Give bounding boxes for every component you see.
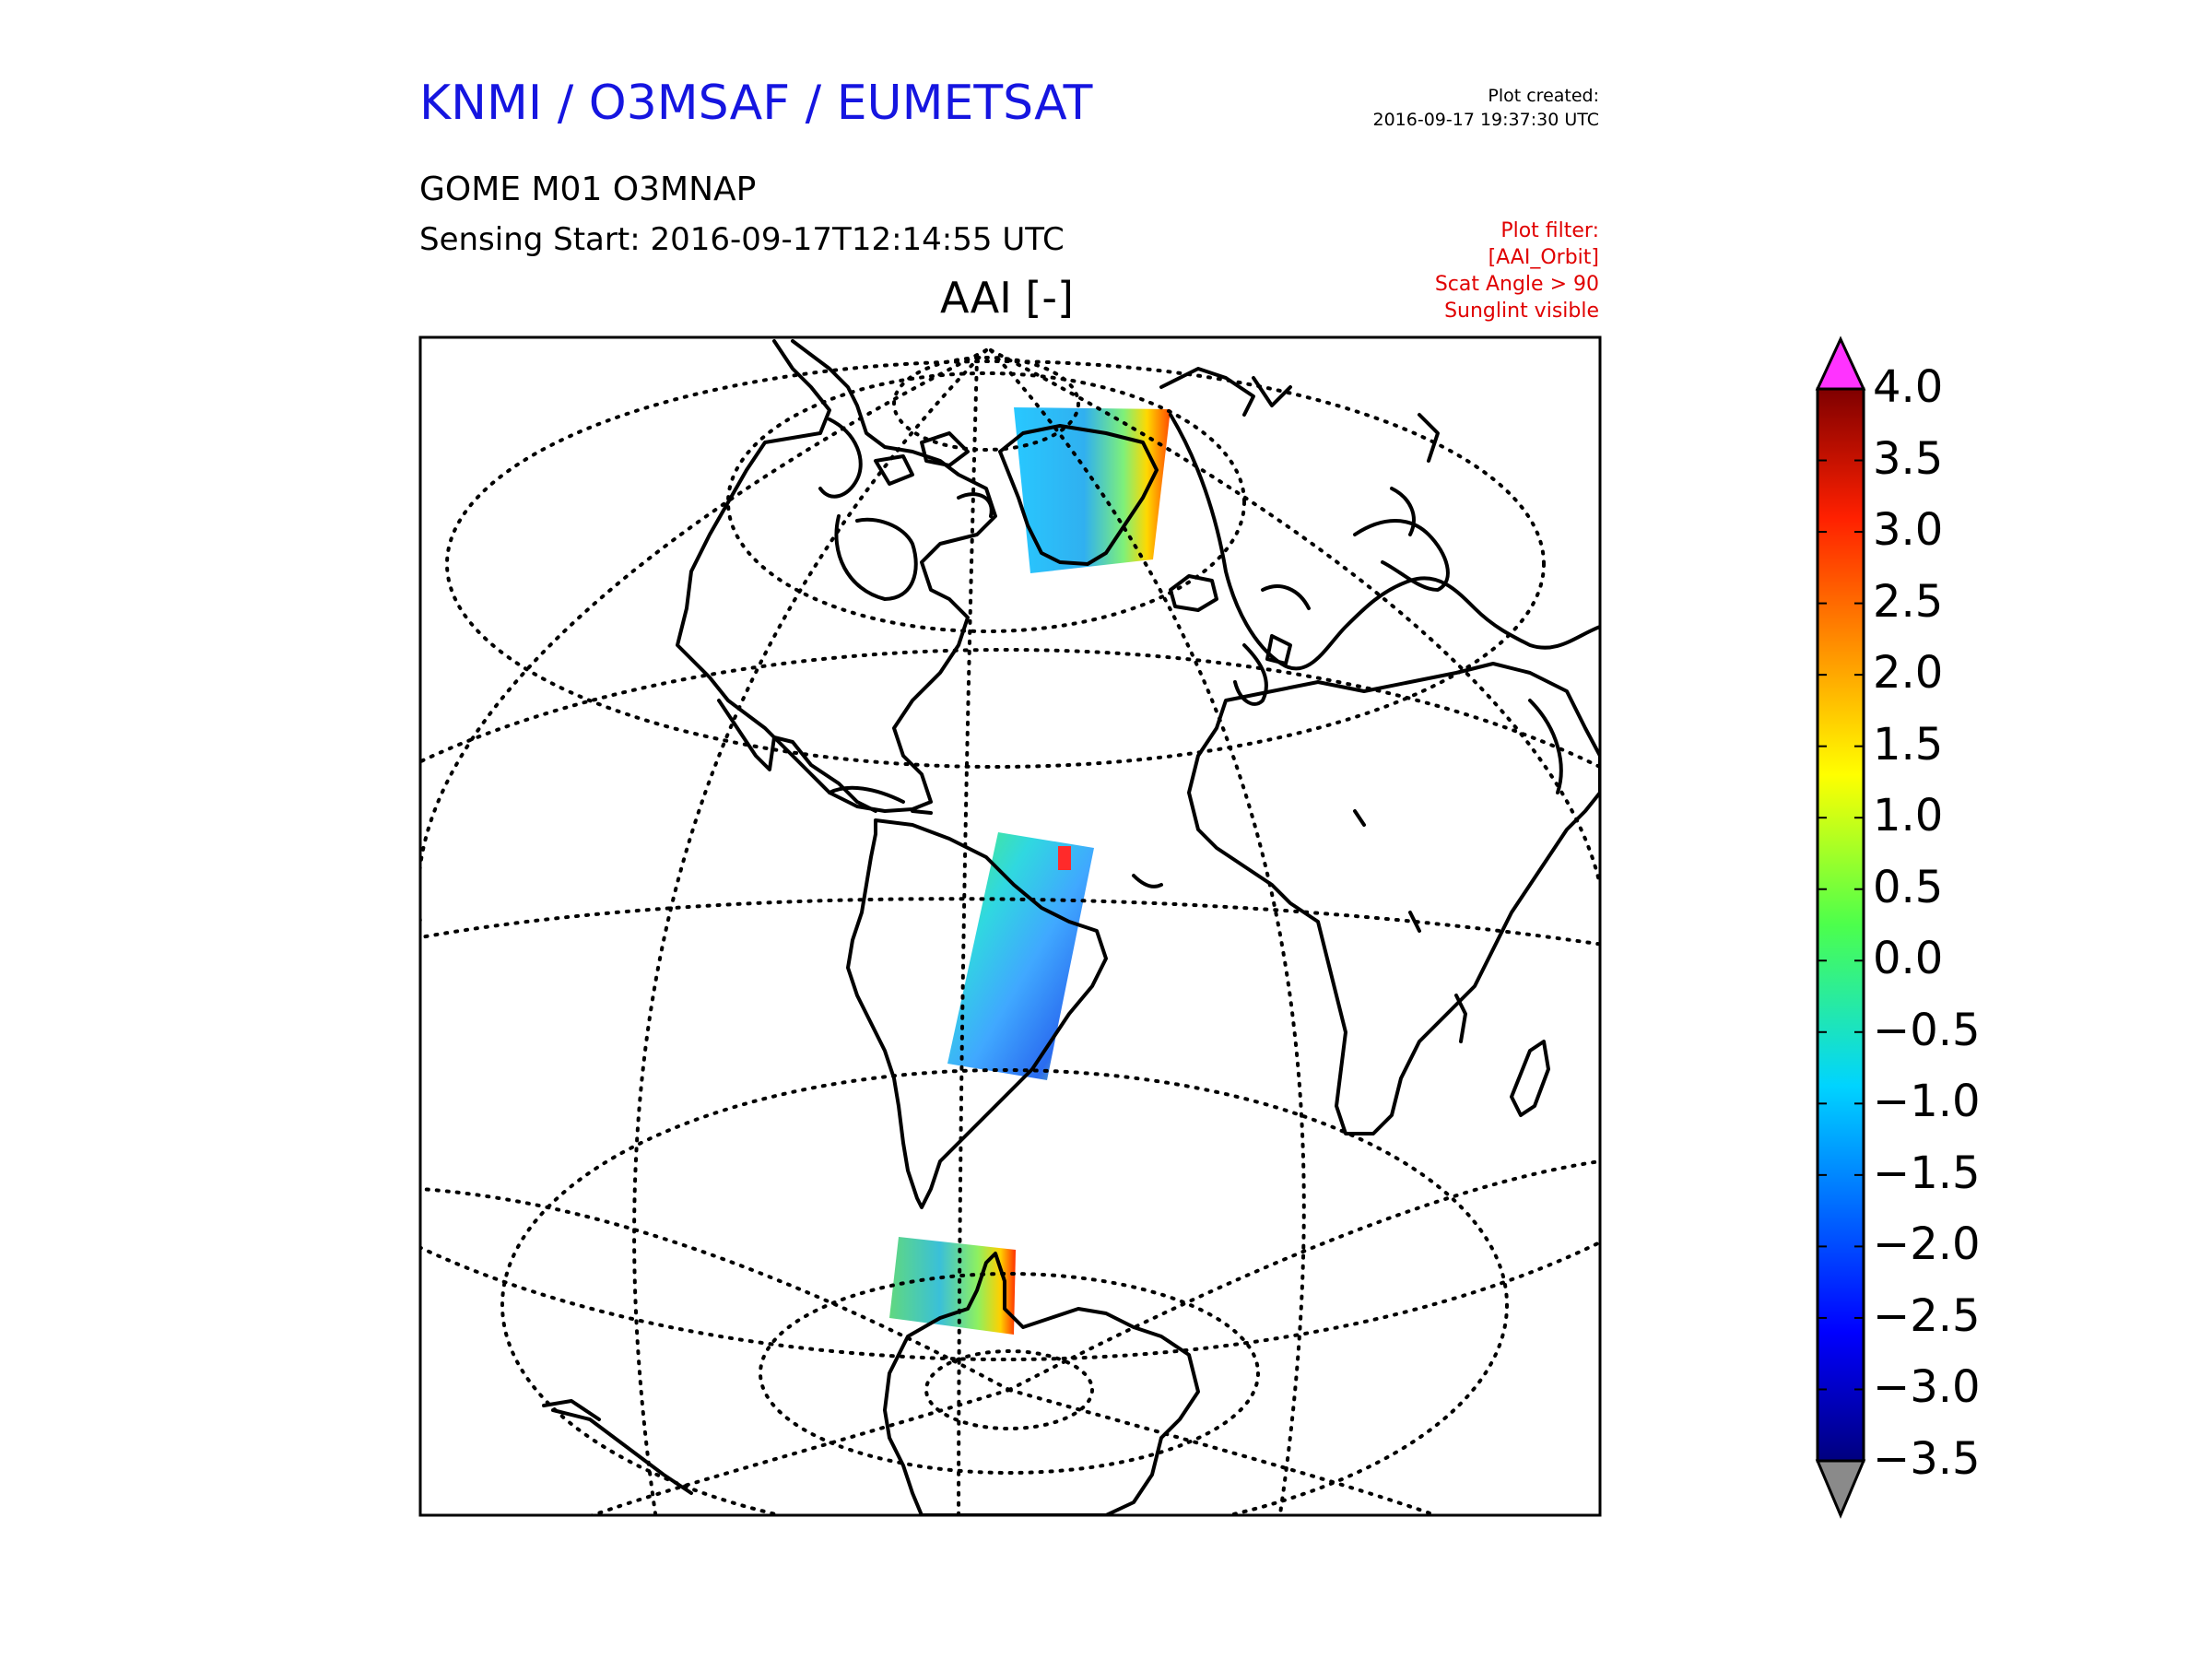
colorbar-tick-label: 1.0 [1873,790,1944,842]
colorbar-tick-label: −1.5 [1873,1147,1981,1199]
aai-swath-greenland [1014,407,1171,573]
colorbar-tick-label: 4.0 [1873,361,1944,413]
colorbar-gradient [1816,387,1865,1463]
colorbar-tick-label: 2.0 [1873,647,1944,700]
variable-title: AAI [-] [940,273,1074,323]
colorbar-tick-label: −0.5 [1873,1004,1981,1056]
map-area [420,339,1600,1515]
filter-line: Sunglint visible [1444,300,1599,323]
colorbar-tick-label: 1.5 [1873,718,1944,771]
coast-antarctica [883,1252,1200,1515]
product-name: GOME M01 O3MNAP [419,171,757,208]
colorbar-ticks [1818,388,1864,1462]
colorbar-tick-label: −2.5 [1873,1289,1981,1342]
coast-madagascar [1510,1040,1550,1117]
coast-greenland [998,424,1159,566]
sensing-start: Sensing Start: 2016-09-17T12:14:55 UTC [419,221,1065,258]
institution-title: KNMI / O3MSAF / EUMETSAT [419,76,1093,131]
coast-iceland [1169,574,1218,612]
coast-central-america [717,699,877,813]
colorbar-tick-label: −2.0 [1873,1218,1981,1271]
filter-line: Plot filter: [1500,219,1599,242]
colorbar-tick-label: −3.5 [1873,1433,1981,1485]
coast-north-america [676,339,997,813]
plot-created-label: Plot created: [1488,86,1599,106]
colorbar-tick-label: 2.5 [1873,575,1944,628]
colorbar-tick-label: 3.5 [1873,432,1944,485]
colorbar-tick-label: 0.0 [1873,933,1944,985]
colorbar-tick-label: −1.0 [1873,1076,1981,1128]
aai-hotspot [1058,846,1071,870]
coast-south-america [846,818,1108,1209]
graticule [420,348,1600,1515]
filter-line: [AAI_Orbit] [1488,246,1599,269]
plot-created-timestamp: 2016-09-17 19:37:30 UTC [1372,110,1600,130]
map-frame [418,335,1602,1517]
coast-europe [1169,413,1600,671]
colorbar-tick-label: 0.5 [1873,861,1944,913]
filter-line: Scat Angle > 90 [1434,273,1599,296]
colorbar-tick-label: 3.0 [1873,504,1944,557]
colorbar-over-arrow [1815,335,1866,391]
coastlines [542,339,1600,1515]
colorbar-under-arrow [1815,1459,1866,1519]
plot-filter-note: Plot filter: [AAI_Orbit] Scat Angle > 90… [1198,218,1599,324]
coast-africa [1187,662,1600,1135]
colorbar-tick-label: −3.0 [1873,1361,1981,1414]
colorbar [1815,335,1866,1519]
aai-swath-antarctic [889,1237,1016,1335]
plot-created-info: Plot created: 2016-09-17 19:37:30 UTC [1198,84,1600,132]
aai-swath-south-america [947,832,1094,1080]
